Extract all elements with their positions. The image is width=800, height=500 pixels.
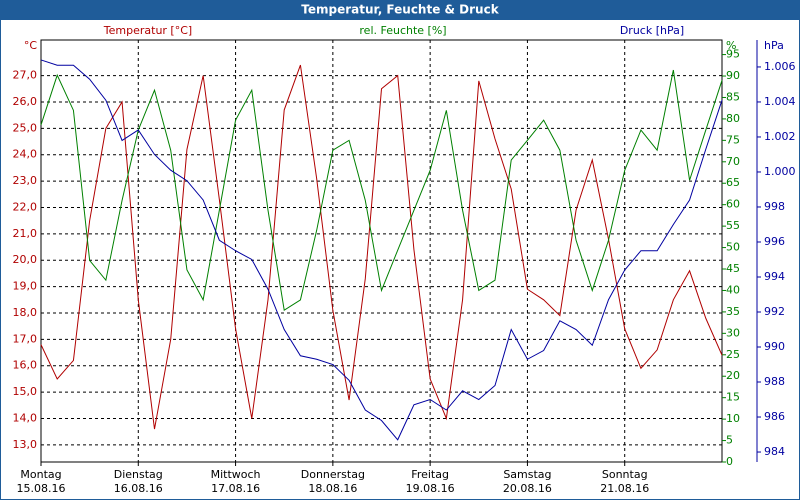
y2-tick-label: 10 (726, 412, 740, 425)
title-bar (0, 0, 800, 20)
y3-tick-label: 986 (764, 410, 785, 423)
y-tick-label: 20,0 (13, 253, 38, 266)
y2-tick-label: 5 (726, 434, 733, 447)
y3-tick-label: 1.002 (764, 130, 796, 143)
y2-tick-label: 55 (726, 219, 740, 232)
legend-entry: Temperatur [°C] (103, 24, 192, 37)
y-tick-label: 23,0 (13, 174, 38, 187)
y-tick-label: 19,0 (13, 280, 38, 293)
y-tick-label: 18,0 (13, 306, 38, 319)
chart-title: Temperatur, Feuchte & Druck (301, 3, 499, 17)
y2-tick-label: 15 (726, 391, 740, 404)
y-tick-label: 24,0 (13, 148, 38, 161)
legend-entry: rel. Feuchte [%] (359, 24, 446, 37)
y-tick-label: 27,0 (13, 69, 38, 82)
x-tick-label: Montag 15.08.16 (17, 468, 66, 495)
y2-tick-label: 35 (726, 305, 740, 318)
y-tick-label: 26,0 (13, 95, 38, 108)
y-tick-label: 22,0 (13, 200, 38, 213)
y2-tick-label: 85 (726, 90, 740, 103)
y-tick-label: 17,0 (13, 332, 38, 345)
y-tick-label: 14,0 (13, 411, 38, 424)
y3-tick-label: 996 (764, 235, 785, 248)
x-tick-label: Samstag 20.08.16 (503, 468, 552, 495)
y2-tick-label: 40 (726, 283, 740, 296)
y2-tick-label: 60 (726, 198, 740, 211)
y-tick-label: 25,0 (13, 121, 38, 134)
axis-unit: hPa (764, 39, 784, 52)
y3-tick-label: 992 (764, 305, 785, 318)
y2-tick-label: 70 (726, 155, 740, 168)
x-tick-label: Freitag 19.08.16 (406, 468, 455, 495)
y-tick-label: 16,0 (13, 359, 38, 372)
y3-tick-label: 984 (764, 445, 785, 458)
y2-tick-label: 95 (726, 48, 740, 61)
y3-tick-label: 1.000 (764, 165, 796, 178)
y3-tick-label: 1.006 (764, 60, 796, 73)
axis-unit: % (726, 39, 736, 52)
y-tick-label: 13,0 (13, 438, 38, 451)
y2-tick-label: 75 (726, 133, 740, 146)
axis-unit: °C (24, 39, 38, 52)
y3-tick-label: 1.004 (764, 95, 796, 108)
y2-tick-label: 50 (726, 241, 740, 254)
x-tick-label: Mittwoch 17.08.16 (211, 468, 261, 495)
series-line (40, 59, 723, 441)
plot-area (40, 39, 723, 463)
y2-tick-label: 30 (726, 326, 740, 339)
series-line (40, 69, 723, 312)
y2-tick-label: 0 (726, 455, 733, 468)
y3-tick-label: 988 (764, 375, 785, 388)
y2-tick-label: 25 (726, 348, 740, 361)
y3-tick-label: 994 (764, 270, 785, 283)
y-tick-label: 21,0 (13, 227, 38, 240)
y2-tick-label: 20 (726, 369, 740, 382)
x-tick-label: Sonntag 21.08.16 (600, 468, 649, 495)
x-tick-label: Dienstag 16.08.16 (114, 468, 163, 495)
y2-tick-label: 80 (726, 112, 740, 125)
y2-tick-label: 45 (726, 262, 740, 275)
y3-tick-label: 998 (764, 200, 785, 213)
y3-tick-label: 990 (764, 340, 785, 353)
x-tick-label: Donnerstag 18.08.16 (301, 468, 365, 495)
y-tick-label: 15,0 (13, 385, 38, 398)
y2-tick-label: 90 (726, 69, 740, 82)
y2-tick-label: 65 (726, 176, 740, 189)
legend-entry: Druck [hPa] (620, 24, 684, 37)
